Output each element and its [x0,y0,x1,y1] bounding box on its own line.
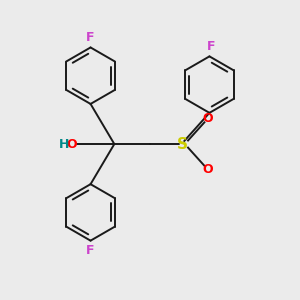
Text: O: O [66,138,76,151]
Text: O: O [202,163,213,176]
Text: F: F [86,244,95,257]
Text: F: F [207,40,215,53]
Text: H: H [59,138,70,151]
Text: S: S [177,136,188,152]
Text: O: O [202,112,213,125]
Text: F: F [86,31,95,44]
